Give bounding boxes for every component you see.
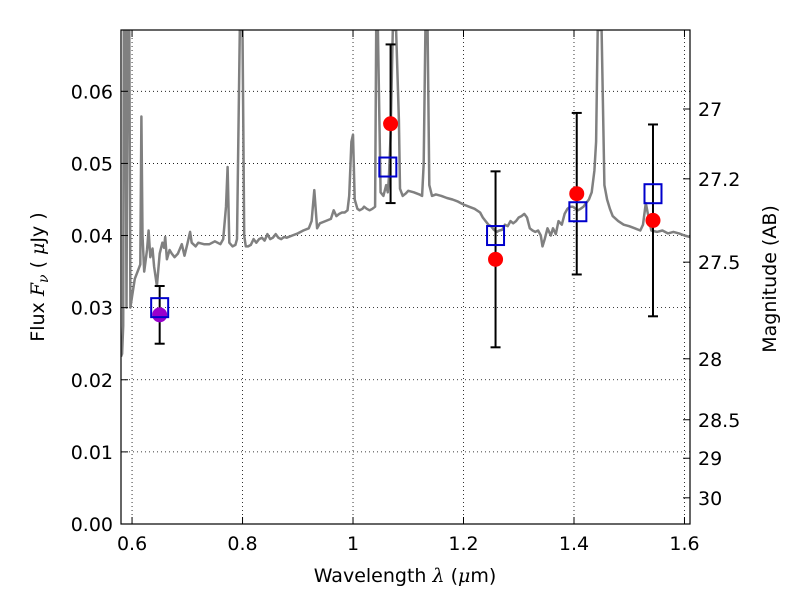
model-square-marker <box>568 201 588 223</box>
red-data-point <box>488 251 504 267</box>
model-square-marker <box>150 297 170 319</box>
y2-tick-label: 27.5 <box>698 252 740 274</box>
x-tick-label: 0.8 <box>227 533 257 555</box>
y-tick-label: 0.02 <box>71 370 113 392</box>
y2-axis-ticks: 27 27.2 27.5 28 28.5 29 30 <box>683 99 740 510</box>
y2-tick-label: 28 <box>698 349 722 371</box>
y-tick-label: 0.01 <box>71 442 113 464</box>
y-tick-label: 0.04 <box>71 226 113 248</box>
data-points <box>152 116 661 323</box>
y-tick-label: 0.00 <box>71 514 113 536</box>
plot-frame <box>120 29 691 525</box>
y2-axis-label: Magnitude (AB) <box>759 205 781 353</box>
x-tick-label: 0.6 <box>117 533 147 555</box>
x-axis-ticks: 0.6 0.8 1 1.2 1.4 1.6 <box>117 30 700 555</box>
x-tick-label: 1.6 <box>669 533 699 555</box>
model-square-marker <box>643 183 663 205</box>
x-axis-label: Wavelength λ (μm) <box>314 565 497 587</box>
plot-area <box>121 30 690 358</box>
x-tick-label: 1.4 <box>559 533 589 555</box>
y2-tick-label: 28.5 <box>698 410 740 432</box>
grid <box>121 30 690 525</box>
y2-tick-label: 27 <box>698 99 722 121</box>
y-tick-label: 0.06 <box>71 81 113 103</box>
red-data-point <box>383 116 399 132</box>
x-tick-label: 1 <box>347 533 359 555</box>
y2-tick-label: 29 <box>698 448 722 470</box>
model-square-marker <box>378 156 398 178</box>
red-data-point <box>645 212 661 228</box>
y-axis-ticks: 0.00 0.01 0.02 0.03 0.04 0.05 0.06 <box>71 81 128 536</box>
y-tick-label: 0.03 <box>71 298 113 320</box>
purple-data-point <box>152 307 168 323</box>
y-axis-label: Flux Fν ( μJy ) <box>27 212 52 341</box>
y2-tick-label: 27.2 <box>698 169 740 191</box>
y-tick-label: 0.05 <box>71 153 113 175</box>
model-photometry-squares <box>150 156 663 319</box>
x-tick-label: 1.2 <box>448 533 478 555</box>
y2-tick-label: 30 <box>698 488 722 510</box>
red-data-point <box>569 186 585 202</box>
model-square-marker <box>486 225 506 247</box>
